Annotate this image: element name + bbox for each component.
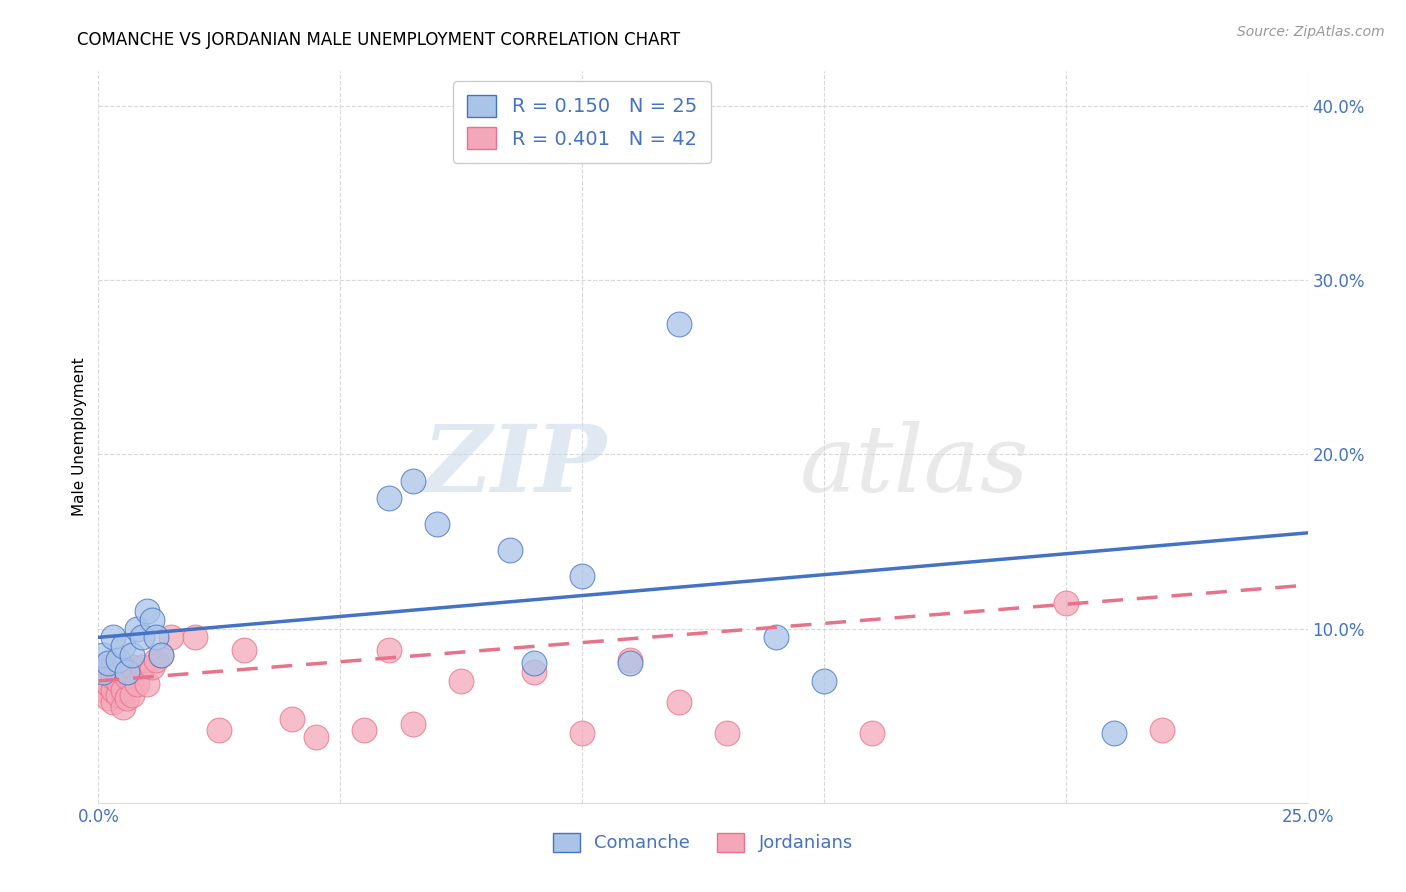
Point [131,660,153,674]
Point [91,670,114,684]
Point [208,723,231,737]
Point [111,639,134,653]
Point [1054,595,1077,609]
Point [135,604,157,618]
Point [498,543,520,558]
Point [402,474,425,488]
Point [765,631,787,645]
Point [97,665,120,680]
Point [1152,723,1174,737]
Point [619,657,641,671]
Point [402,717,425,731]
Point [668,695,690,709]
Point [117,691,139,706]
Point [121,688,143,702]
Text: atlas: atlas [800,421,1029,511]
Point [111,665,134,680]
Point [232,642,254,657]
Point [523,657,546,671]
Point [668,317,690,331]
Point [101,631,124,645]
Point [571,726,593,740]
Text: COMANCHE VS JORDANIAN MALE UNEMPLOYMENT CORRELATION CHART: COMANCHE VS JORDANIAN MALE UNEMPLOYMENT … [77,31,681,49]
Point [127,677,149,691]
Point [121,648,143,662]
Point [97,657,120,671]
Point [571,569,593,583]
Y-axis label: Male Unemployment: Male Unemployment [72,358,87,516]
Point [121,660,143,674]
Point [184,631,207,645]
Point [101,670,124,684]
Legend: Comanche, Jordanians: Comanche, Jordanians [546,826,860,860]
Point [145,653,167,667]
Point [91,660,114,674]
Point [450,673,472,688]
Point [107,653,129,667]
Point [145,631,167,645]
Point [135,677,157,691]
Point [91,682,114,697]
Point [160,631,183,645]
Point [117,670,139,684]
Point [523,665,546,680]
Point [716,726,738,740]
Point [141,660,163,674]
Point [377,642,399,657]
Point [150,648,173,662]
Point [353,723,375,737]
Point [127,622,149,636]
Point [97,677,120,691]
Point [1102,726,1125,740]
Point [97,691,120,706]
Point [619,653,641,667]
Text: ZIP: ZIP [422,421,606,511]
Point [91,665,114,680]
Point [111,700,134,714]
Point [117,665,139,680]
Point [131,631,153,645]
Point [281,712,304,726]
Point [860,726,883,740]
Point [107,688,129,702]
Point [813,673,835,688]
Point [150,648,173,662]
Point [111,682,134,697]
Point [107,673,129,688]
Point [426,517,449,532]
Point [377,491,399,505]
Point [305,730,328,744]
Point [91,648,114,662]
Point [101,682,124,697]
Text: Source: ZipAtlas.com: Source: ZipAtlas.com [1237,25,1385,39]
Point [101,695,124,709]
Point [141,613,163,627]
